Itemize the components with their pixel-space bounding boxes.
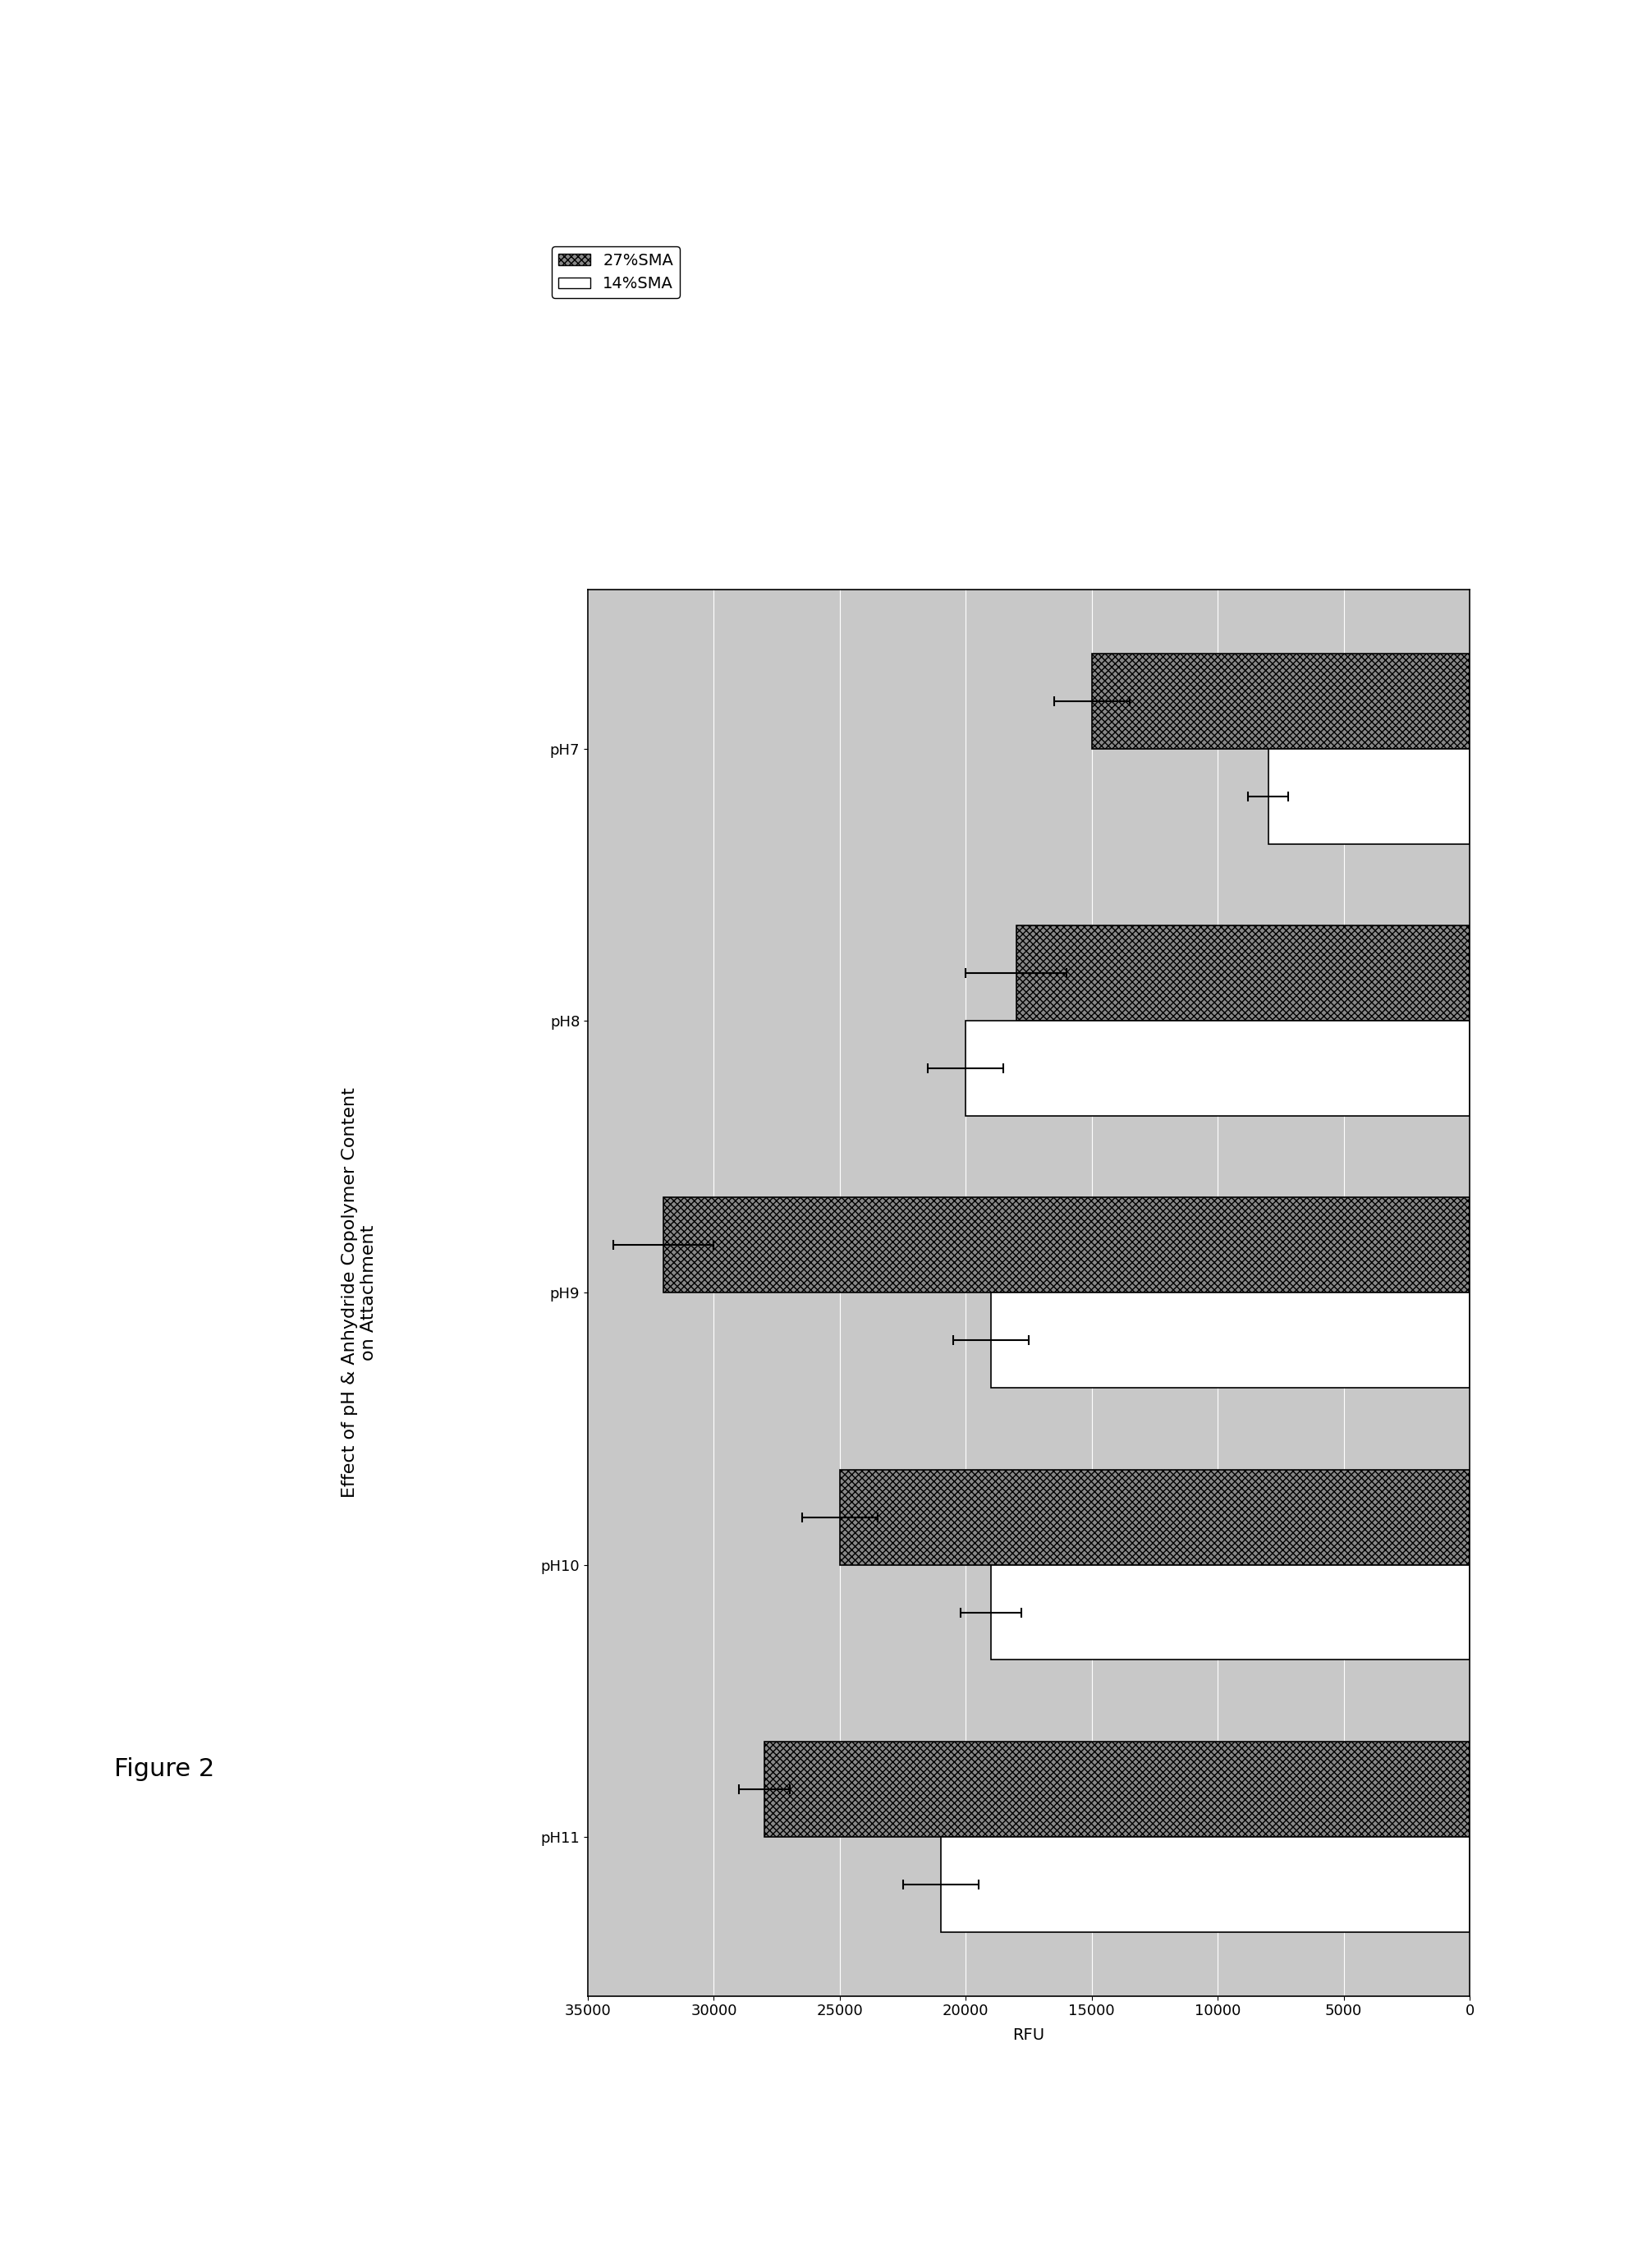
Bar	[941, 1837, 1470, 1932]
Legend: 27%SMA, 14%SMA: 27%SMA, 14%SMA	[552, 247, 679, 297]
Text: Effect of pH & Anhydride Copolymer Content
on Attachment: Effect of pH & Anhydride Copolymer Conte…	[341, 1089, 377, 1497]
Bar	[991, 1565, 1470, 1660]
Bar	[1016, 925, 1470, 1021]
Text: Figure 2: Figure 2	[114, 1758, 214, 1780]
Bar	[1092, 653, 1470, 748]
Bar	[764, 1742, 1470, 1837]
Bar	[965, 1021, 1470, 1116]
Bar	[839, 1470, 1470, 1565]
X-axis label: RFU: RFU	[1012, 2028, 1045, 2043]
Bar	[991, 1293, 1470, 1388]
Bar	[663, 1198, 1470, 1293]
Bar	[1269, 748, 1470, 844]
